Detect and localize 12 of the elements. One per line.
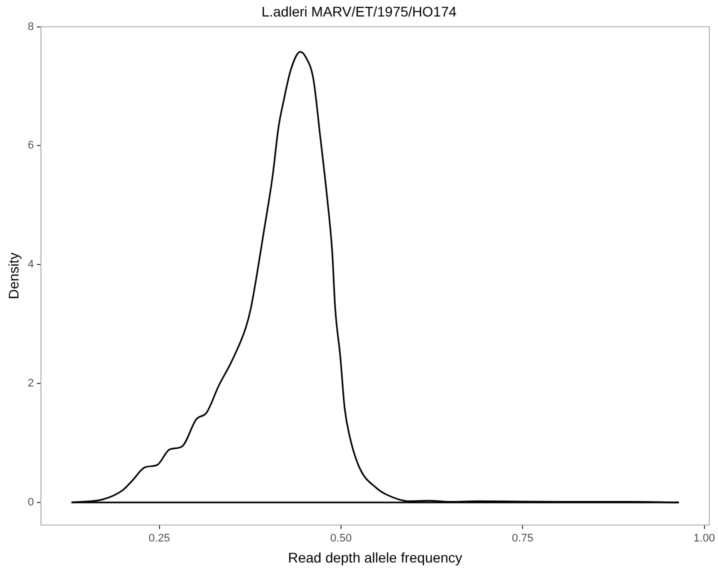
y-tick-label: 8 [28, 20, 34, 33]
x-tick-label: 1.00 [694, 532, 715, 545]
y-axis-title: Density [5, 252, 22, 300]
y-tick-label: 4 [28, 258, 34, 271]
x-tick-label: 0.50 [330, 532, 352, 545]
x-axis-title: Read depth allele frequency [288, 549, 462, 566]
x-tick-label: 0.25 [148, 532, 170, 545]
y-tick-label: 2 [28, 378, 34, 390]
y-tick-label: 0 [28, 496, 34, 508]
y-tick-label: 6 [28, 140, 34, 152]
x-tick-label: 0.75 [512, 532, 534, 545]
chart-title: L.adleri MARV/ET/1975/HO174 [261, 3, 457, 20]
